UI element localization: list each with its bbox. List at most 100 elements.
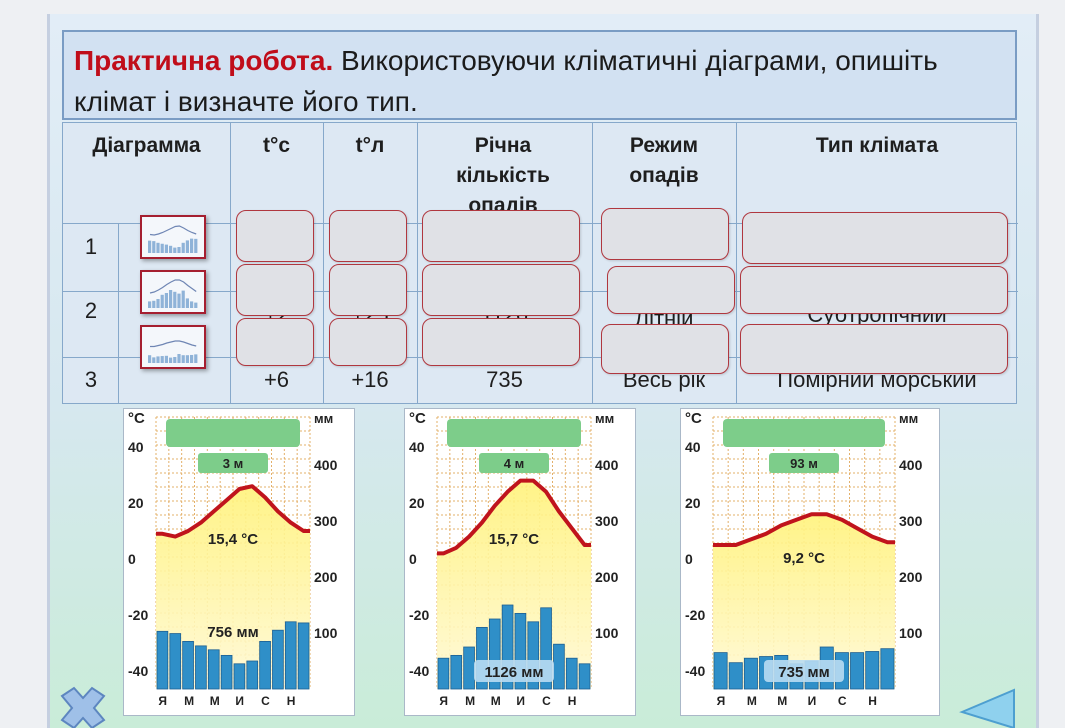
answer-cover-r3-type[interactable] (740, 324, 1008, 374)
table-divider (323, 123, 324, 404)
climate-chart-1: °С мм 40 20 0 -20 -40 400 300 200 100 Я М М И С Н 3 м 15,4… (123, 408, 355, 716)
thumb-bar (169, 290, 173, 308)
elevation-badge (198, 453, 268, 473)
precip-bar (565, 657, 578, 690)
left-axis-unit: °С (409, 410, 426, 427)
header-diagram: Діаграмма (92, 134, 201, 157)
annual-precip-label: 1126 мм (485, 664, 544, 681)
precip-bar (156, 630, 169, 690)
answer-cover-r2-regime[interactable] (607, 266, 735, 314)
month-label: Я (439, 694, 448, 708)
thumb-bar (194, 302, 198, 308)
thumb-bar (177, 354, 181, 363)
temperature-line (156, 484, 310, 539)
thumb-bar (185, 298, 189, 308)
precip-badge (474, 660, 554, 682)
temp-tick-label: -20 (685, 607, 705, 623)
header-climate-type: Тип клімата (815, 134, 939, 157)
right-axis-unit: мм (899, 411, 918, 426)
answer-cover-r3-summer[interactable] (329, 318, 407, 366)
answer-cover-r2-type[interactable] (740, 266, 1008, 314)
precip-bar (850, 652, 865, 690)
temp-tick-label: -40 (409, 663, 429, 679)
temp-tick-label: -40 (128, 663, 148, 679)
answer-cover-r2-winter[interactable] (236, 264, 314, 316)
answer-cover-r1-regime[interactable] (601, 208, 729, 260)
precip-bar (207, 649, 220, 690)
month-label: С (838, 694, 847, 708)
header-precip-regime: Режим опадів (629, 134, 699, 187)
table-divider (736, 123, 737, 404)
precip-tick-label: 100 (899, 625, 923, 641)
temp-tick-label: 20 (685, 495, 701, 511)
precip-bar (233, 663, 246, 690)
precip-bar (169, 633, 182, 690)
header-summer-temp: t°л (355, 134, 385, 157)
answer-cover-r1-summer[interactable] (329, 210, 407, 262)
mean-temp-label: 9,2 °С (783, 550, 825, 567)
table-divider (592, 123, 593, 404)
task-title-box: Практична робота. Використовуючи клімати… (62, 30, 1017, 120)
precip-tick-label: 200 (595, 569, 619, 585)
temp-tick-label: -40 (685, 663, 705, 679)
precip-bar (514, 612, 527, 690)
temperature-line (437, 478, 591, 556)
thumb-bar (177, 247, 181, 253)
precip-bar (743, 657, 758, 690)
precip-bar (713, 652, 728, 690)
precip-tick-label: 200 (899, 569, 923, 585)
answer-cover-r3-precip[interactable] (422, 318, 580, 366)
precip-bar (488, 618, 501, 690)
elevation-label: 93 м (790, 456, 818, 471)
answer-cover-r2-precip[interactable] (422, 264, 580, 316)
answer-cover-r1-type[interactable] (742, 212, 1008, 264)
chart-header-bar (166, 419, 300, 447)
month-label: И (808, 694, 817, 708)
temp-tick-label: 40 (128, 439, 144, 455)
diagram-thumbnail-3[interactable] (140, 325, 206, 369)
header-winter-temp: t°с (262, 134, 291, 157)
answer-cover-r2-summer[interactable] (329, 264, 407, 316)
precip-tick-label: 300 (595, 513, 619, 529)
right-axis-unit: мм (595, 411, 614, 426)
thumb-bar (190, 354, 194, 363)
temperature-area (156, 486, 310, 689)
answer-cover-r3-regime[interactable] (601, 324, 729, 374)
answer-cover-r1-precip[interactable] (422, 210, 580, 262)
precip-bar (297, 622, 310, 690)
thumb-bar (185, 355, 189, 363)
table-divider (230, 123, 231, 404)
precip-bar (540, 607, 552, 690)
thumb-bar (181, 290, 185, 308)
close-x-icon[interactable] (54, 686, 112, 728)
thumb-bar (156, 356, 160, 363)
thumb-bar (160, 356, 164, 363)
left-axis-unit: °С (128, 410, 145, 427)
precip-bar (284, 621, 297, 690)
climate-chart-3: °С мм 40 20 0 -20 -40 400 300 200 100 Я М М И С Н 93 м 9,2… (680, 408, 940, 716)
mean-temp-label: 15,7 °С (489, 531, 539, 548)
temp-tick-label: 40 (409, 439, 425, 455)
precip-bar (865, 651, 880, 690)
precip-badge (764, 660, 844, 682)
month-label: М (747, 694, 757, 708)
task-title-text: Використовуючи кліматичні діаграми, опиш… (74, 45, 938, 117)
precip-bar (246, 660, 259, 690)
thumb-line (149, 225, 197, 236)
cell-winter-temp: +6 (263, 367, 290, 392)
temperature-line (713, 512, 895, 547)
month-label: С (542, 694, 551, 708)
month-label: М (465, 694, 475, 708)
thumb-bar (190, 238, 194, 253)
back-arrow-icon[interactable] (958, 686, 1018, 728)
thumb-bar (169, 357, 173, 363)
thumb-line (149, 279, 197, 294)
chart-header-bar (447, 419, 581, 447)
temp-tick-label: -20 (128, 607, 148, 623)
answer-cover-r3-winter[interactable] (236, 318, 314, 366)
diagram-thumbnail-2[interactable] (140, 270, 206, 314)
answer-cover-r1-winter[interactable] (236, 210, 314, 262)
precip-bar (450, 654, 463, 690)
diagram-thumbnail-1[interactable] (140, 215, 206, 259)
precip-tick-label: 400 (595, 457, 619, 473)
